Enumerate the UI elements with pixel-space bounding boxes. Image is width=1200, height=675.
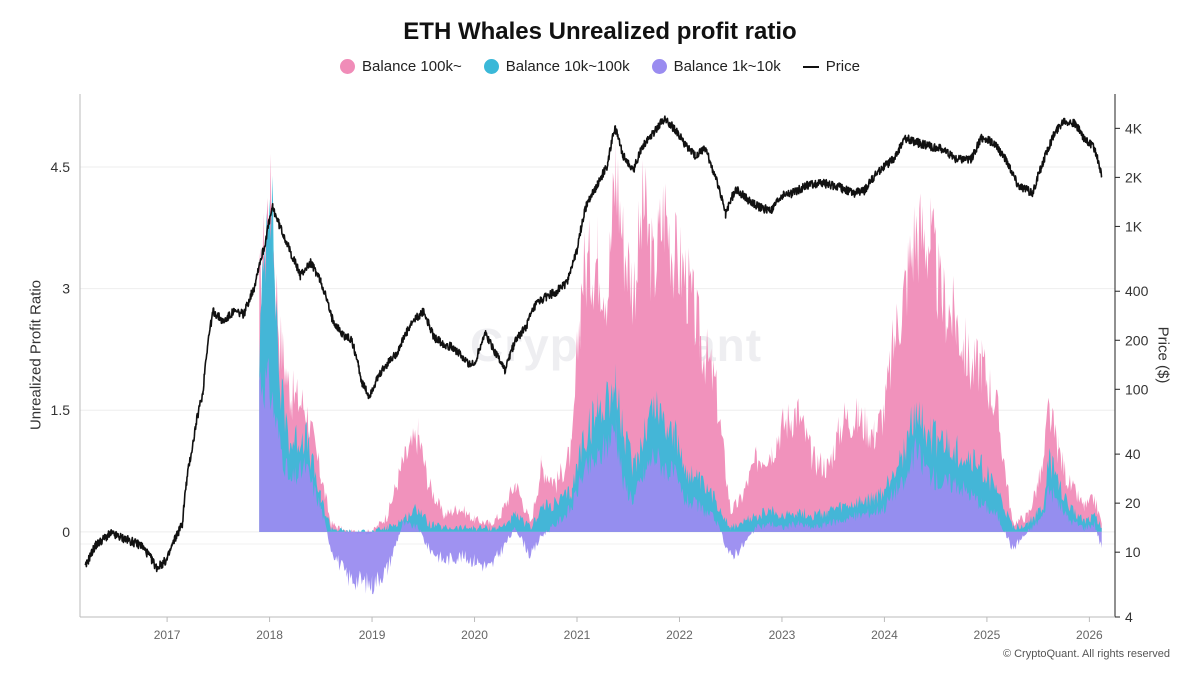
y2-tick-label-0: 4 — [1125, 609, 1133, 625]
legend-swatch-balance-10k-100k — [483, 59, 499, 74]
x-tick-label-7: 2024 — [871, 628, 898, 642]
copyright-text: © CryptoQuant. All rights reserved — [1002, 648, 1170, 660]
chart-legend: Balance 100k~ Balance 10k~100k Balance 1… — [0, 58, 1200, 75]
y2-tick-label-6: 400 — [1125, 283, 1149, 299]
y-axis-title-right: Price ($) — [1154, 326, 1172, 384]
area-balance-100k — [259, 141, 1102, 535]
chart-title: ETH Whales Unrealized profit ratio — [403, 18, 797, 45]
y2-tick-label-2: 20 — [1125, 495, 1141, 511]
legend-label-balance-1k-10k: Balance 1k~10k — [673, 58, 781, 75]
x-tick-label-3: 2020 — [461, 628, 488, 642]
y2-tick-label-1: 10 — [1125, 544, 1141, 560]
y2-tick-label-5: 200 — [1125, 332, 1149, 348]
line-price — [84, 115, 1103, 573]
area-balance-10k-100k — [259, 175, 1102, 535]
legend-swatch-balance-100k — [340, 59, 356, 74]
x-tick-label-4: 2021 — [564, 628, 591, 642]
y2-tick-label-3: 40 — [1125, 446, 1141, 462]
y-axis-title-left: Unrealized Profit Ratio — [27, 279, 45, 431]
y2-tick-label-4: 100 — [1125, 381, 1149, 397]
x-tick-label-0: 2017 — [154, 628, 181, 642]
legend-item-balance-100k[interactable]: Balance 100k~ — [340, 58, 462, 75]
y-tick-label-3: 4.5 — [51, 159, 71, 175]
legend-label-balance-10k-100k: Balance 10k~100k — [505, 58, 630, 75]
x-tick-label-1: 2018 — [256, 628, 283, 642]
x-tick-label-9: 2026 — [1076, 628, 1103, 642]
legend-item-balance-10k-100k[interactable]: Balance 10k~100k — [483, 58, 630, 75]
legend-item-balance-1k-10k[interactable]: Balance 1k~10k — [651, 58, 781, 75]
legend-item-price[interactable]: Price — [802, 58, 860, 75]
legend-swatch-balance-1k-10k — [651, 59, 667, 74]
x-tick-label-8: 2025 — [974, 628, 1001, 642]
x-tick-label-6: 2023 — [769, 628, 796, 642]
y2-tick-label-7: 1K — [1125, 218, 1143, 234]
x-tick-label-2: 2019 — [359, 628, 386, 642]
y-tick-label-2: 3 — [62, 281, 70, 297]
y2-tick-label-8: 2K — [1125, 169, 1143, 185]
legend-swatch-price — [802, 65, 819, 68]
legend-label-balance-100k: Balance 100k~ — [362, 58, 462, 75]
legend-label-price: Price — [825, 58, 860, 75]
y-tick-label-1: 1.5 — [51, 402, 71, 418]
y-tick-label-0: 0 — [62, 524, 70, 540]
y2-tick-label-9: 4K — [1125, 120, 1143, 136]
area-balance-1k-10k — [259, 357, 1102, 595]
x-tick-label-5: 2022 — [666, 628, 693, 642]
